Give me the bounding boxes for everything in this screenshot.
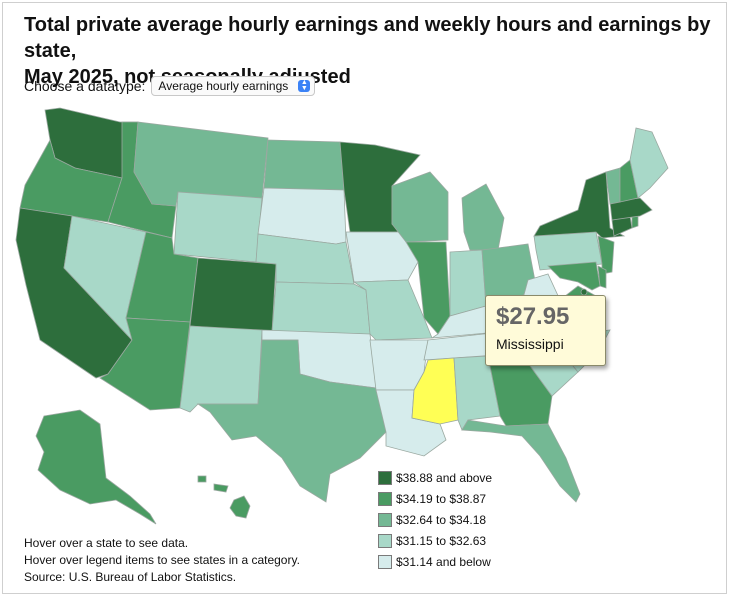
note-hover-legend: Hover over legend items to see states in…	[24, 553, 300, 567]
state-kansas[interactable]	[271, 281, 371, 335]
state-hawaii-islands-2[interactable]	[213, 483, 229, 493]
legend-item[interactable]: $31.15 to $32.63	[378, 530, 492, 551]
state-new-mexico[interactable]	[179, 325, 263, 413]
state-indiana[interactable]	[449, 249, 487, 317]
legend-item[interactable]: $32.64 to $34.18	[378, 509, 492, 530]
select-arrows-icon: ▲ ▼	[298, 79, 311, 92]
state-michigan[interactable]	[461, 183, 505, 251]
state-colorado[interactable]	[189, 257, 277, 333]
state-alaska[interactable]	[35, 409, 157, 525]
legend-label: $31.15 to $32.63	[396, 533, 487, 548]
legend-swatch	[378, 512, 392, 527]
datatype-row: Choose a datatype: Average hourly earnin…	[24, 76, 316, 96]
legend: $38.88 and above $34.19 to $38.87 $32.64…	[378, 467, 492, 572]
state-arizona[interactable]	[99, 317, 191, 411]
tooltip-value: $27.95	[496, 303, 570, 330]
legend-label: $38.88 and above	[396, 470, 493, 485]
legend-label: $31.14 and below	[396, 554, 491, 569]
note-hover-state: Hover over a state to see data.	[24, 536, 189, 550]
state-tooltip: $27.95 Mississippi	[485, 295, 606, 366]
datatype-label: Choose a datatype:	[24, 78, 146, 94]
legend-swatch	[378, 554, 392, 569]
legend-label: $34.19 to $38.87	[396, 491, 487, 506]
state-wisconsin[interactable]	[391, 171, 449, 243]
datatype-selected-value: Average hourly earnings	[158, 79, 289, 93]
state-new-jersey[interactable]	[597, 235, 615, 275]
legend-item[interactable]: $31.14 and below	[378, 551, 492, 572]
instructions-and-source: Hover over a state to see data. Hover ov…	[24, 535, 300, 586]
state-texas[interactable]	[196, 339, 387, 503]
tooltip-state: Mississippi	[496, 336, 564, 352]
legend-item[interactable]: $34.19 to $38.87	[378, 488, 492, 509]
legend-swatch	[378, 470, 392, 485]
state-delaware[interactable]	[597, 265, 607, 289]
state-hawaii[interactable]	[229, 495, 251, 519]
datatype-select[interactable]: Average hourly earnings ▲ ▼	[151, 76, 316, 96]
legend-swatch	[378, 491, 392, 506]
state-maine[interactable]	[629, 127, 669, 199]
state-rhode-island[interactable]	[631, 215, 639, 229]
state-iowa[interactable]	[345, 231, 419, 283]
state-florida[interactable]	[461, 419, 581, 503]
state-wyoming[interactable]	[173, 191, 263, 263]
title-line-1: Total private average hourly earnings an…	[24, 14, 711, 62]
state-missouri[interactable]	[352, 279, 433, 341]
legend-item[interactable]: $38.88 and above	[378, 467, 492, 488]
state-north-dakota[interactable]	[263, 139, 345, 191]
state-maryland[interactable]	[547, 261, 601, 291]
state-hawaii-islands[interactable]	[197, 475, 207, 483]
source-note: Source: U.S. Bureau of Labor Statistics.	[24, 570, 237, 584]
legend-swatch	[378, 533, 392, 548]
legend-label: $32.64 to $34.18	[396, 512, 487, 527]
